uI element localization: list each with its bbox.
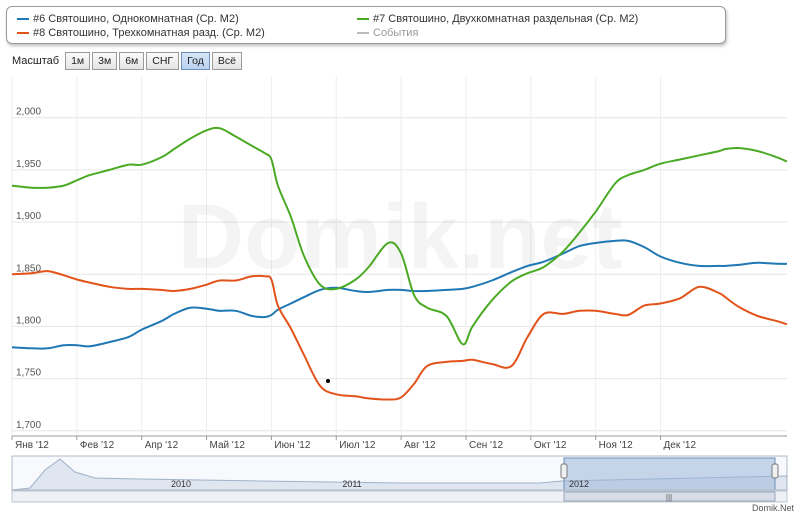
legend-swatch-icon <box>17 32 29 34</box>
x-tick-label: Сен '12 <box>469 440 504 451</box>
legend-label: #6 Святошино, Однокомнатная (Ср. М2) <box>33 13 239 25</box>
x-tick-label: Окт '12 <box>534 440 567 451</box>
x-tick-label: Ноя '12 <box>599 440 633 451</box>
navigator[interactable]: 2010 2011 2012 ||| <box>11 455 788 503</box>
legend-item-events[interactable]: События <box>357 27 418 39</box>
x-tick-label: Июн '12 <box>274 440 310 451</box>
y-tick-label: 1,950 <box>16 159 41 170</box>
legend-item-series-6[interactable]: #6 Святошино, Однокомнатная (Ср. М2) <box>17 13 239 25</box>
zoom-button-1m[interactable]: 1м <box>65 52 91 70</box>
x-tick-label: Май '12 <box>210 440 246 451</box>
zoom-button-all[interactable]: Всё <box>211 52 242 70</box>
y-axis: 1,700 1,750 1,800 1,850 1,900 1,950 2,000 <box>16 107 41 431</box>
legend-swatch-icon <box>357 18 369 20</box>
legend-item-series-8[interactable]: #8 Святошино, Трехкомнатная разд. (Ср. М… <box>17 27 265 39</box>
navigator-right-handle[interactable] <box>771 463 779 479</box>
legend-swatch-icon <box>357 32 369 34</box>
y-tick-label: 1,850 <box>16 263 41 274</box>
x-axis: Янв '12 Фев '12 Апр '12 Май '12 Июн '12 Июл '… <box>11 436 697 451</box>
zoom-label: Масштаб <box>12 55 60 67</box>
y-tick-label: 1,750 <box>16 368 41 379</box>
y-tick-label: 1,900 <box>16 211 41 222</box>
x-tick-label: Дек '12 <box>664 440 697 451</box>
x-tick-label: Фев '12 <box>80 440 115 451</box>
zoom-button-year[interactable]: Год <box>181 52 210 70</box>
zoom-bar: Масштаб 1м 3м 6м СНГ Год Всё <box>12 52 244 70</box>
series-line-1[interactable] <box>11 239 788 350</box>
navigator-scrollbar-thumb[interactable] <box>563 491 776 502</box>
legend-label: #8 Святошино, Трехкомнатная разд. (Ср. М… <box>33 27 265 39</box>
scrollbar-grip-icon: ||| <box>666 493 672 502</box>
zoom-button-6m[interactable]: 6м <box>119 52 145 70</box>
x-tick-label: Янв '12 <box>15 440 49 451</box>
navigator-scrollbar[interactable] <box>11 490 788 503</box>
x-tick-label: Апр '12 <box>145 440 179 451</box>
navigator-left-handle[interactable] <box>560 463 568 479</box>
navigator-year-label: 2011 <box>342 479 361 489</box>
zoom-button-3m[interactable]: 3м <box>92 52 118 70</box>
x-tick-label: Авг '12 <box>404 440 436 451</box>
legend-item-series-7[interactable]: #7 Святошино, Двухкомнатная раздельная (… <box>357 13 638 25</box>
navigator-year-label: 2010 <box>171 479 191 489</box>
footer-credit: Domik.Net <box>751 503 794 513</box>
y-tick-label: 1,700 <box>16 420 41 431</box>
series-line-3[interactable] <box>11 270 788 401</box>
zoom-button-ytd[interactable]: СНГ <box>146 52 180 70</box>
event-marker <box>326 379 330 383</box>
legend: #6 Святошино, Однокомнатная (Ср. М2) #8 … <box>6 6 726 44</box>
series-group <box>11 126 788 401</box>
x-tick-label: Июл '12 <box>339 440 376 451</box>
legend-label: События <box>373 27 419 39</box>
legend-label: #7 Святошино, Двухкомнатная раздельная (… <box>373 13 639 25</box>
navigator-year-label: 2012 <box>569 479 589 489</box>
y-tick-label: 2,000 <box>16 107 41 118</box>
y-tick-label: 1,800 <box>16 315 41 326</box>
series-line-2[interactable] <box>11 126 788 346</box>
navigator-selection[interactable] <box>563 457 776 491</box>
legend-swatch-icon <box>17 18 29 20</box>
watermark: Domik.net <box>178 186 623 288</box>
